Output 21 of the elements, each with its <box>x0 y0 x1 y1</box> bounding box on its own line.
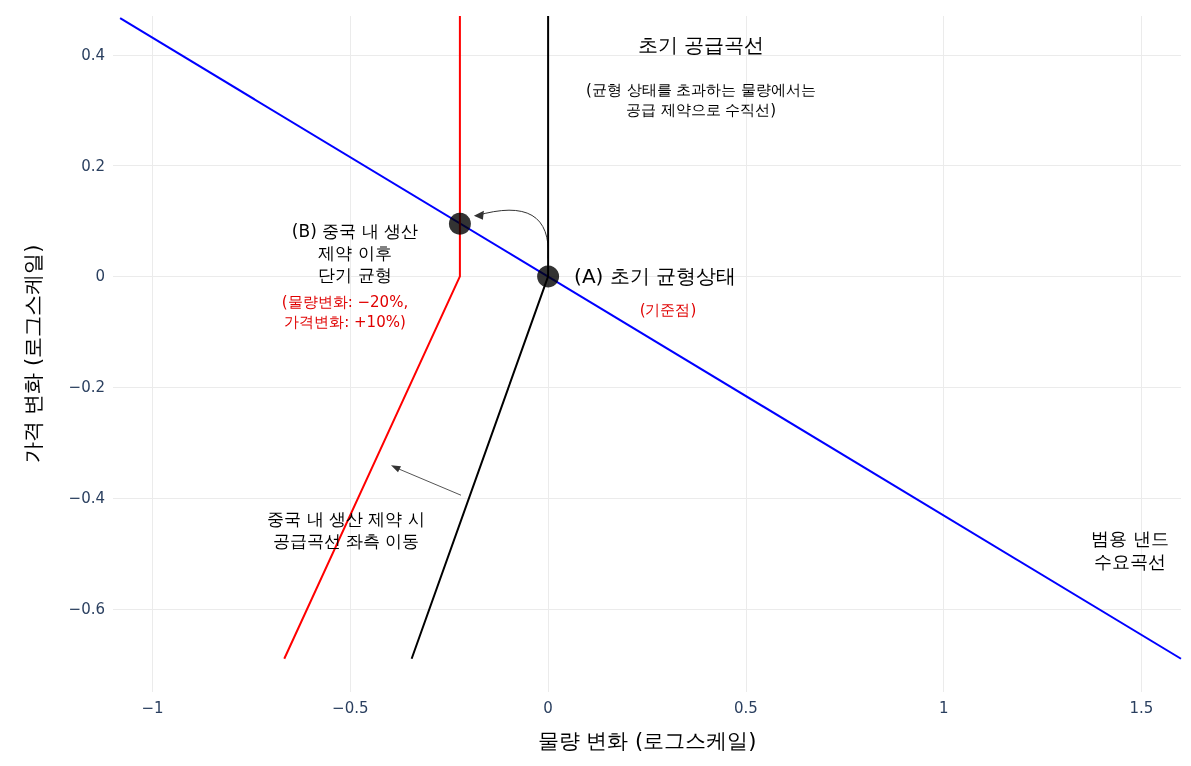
annotation: (기준점) <box>639 301 697 319</box>
y-tick-label: 0 <box>95 267 105 286</box>
x-tick-label: 0.5 <box>733 698 758 717</box>
y-tick-label: 0.2 <box>81 156 105 175</box>
annotation: (B) 중국 내 생산 제약 이후 단기 균형 <box>291 220 418 285</box>
annotation: (균형 상태를 초과하는 물량에서는 공급 제약으로 수직선) <box>585 81 817 119</box>
y-tick-label: 0.4 <box>81 45 105 64</box>
annotation: (물량변화: −20%, 가격변화: +10%) <box>281 293 409 331</box>
y-axis-title: 가격 변화 (로그스케일) <box>20 244 45 464</box>
x-tick-label: 1.5 <box>1129 698 1154 717</box>
x-tick-label: −0.5 <box>332 698 369 717</box>
x-tick-label: 1 <box>938 698 949 717</box>
x-axis-title: 물량 변화 (로그스케일) <box>537 728 757 753</box>
annotation: 초기 공급곡선 <box>637 33 765 57</box>
y-tick-label: −0.4 <box>68 489 105 508</box>
y-tick-label: −0.2 <box>68 378 105 397</box>
x-tick-label: 0 <box>543 698 553 717</box>
y-tick-label: −0.6 <box>68 599 105 618</box>
annotation: (A) 초기 균형상태 <box>574 264 737 289</box>
x-tick-label: −1 <box>141 698 164 717</box>
annotation: 범용 낸드 수요곡선 <box>1091 527 1169 573</box>
